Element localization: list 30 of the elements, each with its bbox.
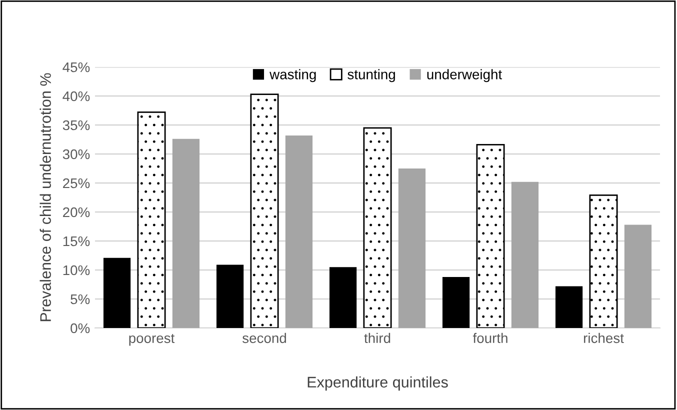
x-tick-label: second [242,332,286,344]
y-tick-label: 15% [63,236,90,246]
y-tick-label: 40% [62,91,90,102]
bar [329,267,357,328]
legend-label: wasting [270,69,316,82]
y-tick-label: 0% [70,323,90,334]
x-tick-label: third [364,332,390,344]
bar [442,276,470,328]
bar [172,138,200,328]
bar [624,224,652,328]
y-axis-title: Prevalence of child undernutrotion % [40,73,51,322]
bar [511,182,539,328]
y-tick-label: 5% [70,294,90,304]
bar [103,258,131,328]
bar [398,168,426,328]
y-tick-label: 10% [63,265,90,276]
y-tick-label: 45% [62,62,90,72]
legend-label: stunting [348,69,395,82]
y-tick-label: 25% [63,178,90,188]
y-tick-label: 20% [63,207,90,218]
x-axis-title: Expenditure quintiles [308,376,448,391]
bar [216,264,244,328]
x-tick-label: richest [584,332,624,344]
y-tick-label: 30% [62,149,90,160]
x-tick-label: fourth [472,332,508,344]
x-tick-label: poorest [129,334,175,346]
y-tick-label: 35% [62,120,90,130]
legend-label: underweight [427,69,502,82]
bar [555,286,583,328]
bar [285,135,313,328]
